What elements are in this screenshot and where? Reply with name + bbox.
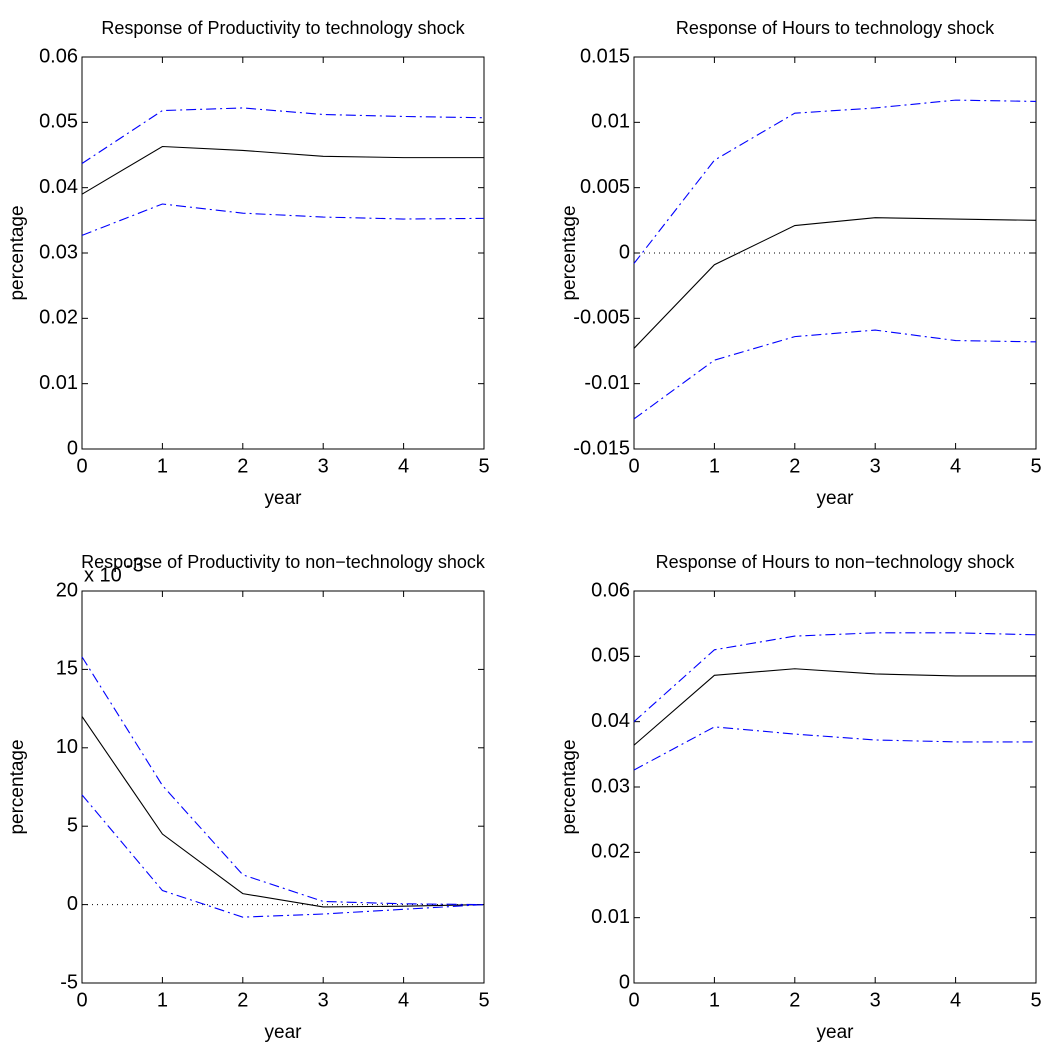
y-tick-label: 0 [67, 893, 78, 915]
x-tick-label: 1 [157, 455, 168, 477]
series-line [633, 217, 1037, 349]
axes-box [81, 590, 485, 984]
series-line [81, 794, 485, 918]
y-tick-label: 10 [56, 736, 78, 758]
y-tick-label: 20 [56, 579, 78, 601]
chart-title: Response of Hours to non−technology shoc… [656, 552, 1016, 572]
x-tick-label: 5 [478, 989, 489, 1011]
y-tick-label: 0 [619, 971, 630, 993]
x-tick-label: 2 [789, 455, 800, 477]
y-tick-label: 0.02 [591, 841, 630, 863]
x-tick-label: 4 [398, 989, 409, 1011]
x-tick-label: 3 [870, 989, 881, 1011]
x-axis-label: year [265, 488, 303, 509]
y-axis-label: percentage [559, 205, 580, 300]
x-axis-label: year [265, 1022, 303, 1043]
x-tick-label: 5 [1030, 455, 1041, 477]
y-axis-label: percentage [7, 739, 28, 834]
y-tick-label: -0.005 [573, 307, 630, 329]
x-tick-label: 5 [1030, 989, 1041, 1011]
series-line [633, 726, 1036, 771]
x-tick-label: 4 [398, 455, 409, 477]
y-tick-label: 0.03 [39, 241, 78, 263]
x-tick-label: 5 [478, 455, 489, 477]
series-line [633, 632, 1037, 723]
chart-title: Response of Productivity to technology s… [101, 18, 465, 38]
y-tick-label: 0.02 [39, 307, 78, 329]
series-line [81, 145, 484, 195]
x-tick-label: 0 [628, 455, 639, 477]
x-tick-label: 1 [157, 989, 168, 1011]
y-tick-label: 0.04 [591, 710, 630, 732]
series-line [633, 329, 1037, 420]
y-tick-label: 0.06 [39, 45, 78, 67]
scale-exponent: -3 [126, 554, 144, 576]
chart-title: Response of Hours to technology shock [676, 18, 995, 38]
axes-box [81, 56, 485, 450]
y-tick-label: 0.05 [591, 645, 630, 667]
scale-label: x 10 [84, 564, 122, 586]
y-tick-label: 5 [67, 814, 78, 836]
axes-box [633, 590, 1037, 984]
y-axis-label: percentage [7, 205, 28, 300]
y-tick-label: -0.01 [584, 372, 630, 394]
series-line [633, 99, 1037, 264]
x-tick-label: 0 [628, 989, 639, 1011]
x-tick-label: 3 [870, 455, 881, 477]
series-line [81, 656, 485, 906]
x-tick-label: 3 [318, 989, 329, 1011]
y-tick-label: 0 [619, 241, 630, 263]
y-tick-label: 0.05 [39, 111, 78, 133]
y-tick-label: 0.01 [591, 906, 630, 928]
x-tick-label: 4 [950, 455, 961, 477]
series-line [81, 107, 485, 164]
y-tick-label: 0.015 [580, 45, 630, 67]
y-tick-label: -5 [60, 971, 78, 993]
y-tick-label: 0 [67, 437, 78, 459]
x-tick-label: 0 [76, 989, 87, 1011]
x-axis-label: year [817, 1022, 855, 1043]
x-tick-label: 0 [76, 455, 87, 477]
chart-title: Response of Productivity to non−technolo… [81, 552, 486, 572]
y-tick-label: 15 [56, 658, 78, 680]
y-tick-label: 0.01 [39, 372, 78, 394]
series-line [81, 203, 485, 236]
x-axis-label: year [817, 488, 855, 509]
y-tick-label: 0.01 [591, 111, 630, 133]
series-line [633, 668, 1036, 746]
x-tick-label: 2 [789, 989, 800, 1011]
x-tick-label: 1 [709, 989, 720, 1011]
y-tick-label: 0.005 [580, 176, 630, 198]
y-tick-label: 0.06 [591, 579, 630, 601]
series-line [81, 716, 485, 908]
y-tick-label: 0.04 [39, 176, 78, 198]
x-tick-label: 3 [318, 455, 329, 477]
x-tick-label: 4 [950, 989, 961, 1011]
x-tick-label: 2 [237, 455, 248, 477]
y-tick-label: -0.015 [573, 437, 630, 459]
y-axis-label: percentage [559, 739, 580, 834]
x-tick-label: 2 [237, 989, 248, 1011]
x-tick-label: 1 [709, 455, 720, 477]
y-tick-label: 0.03 [591, 775, 630, 797]
